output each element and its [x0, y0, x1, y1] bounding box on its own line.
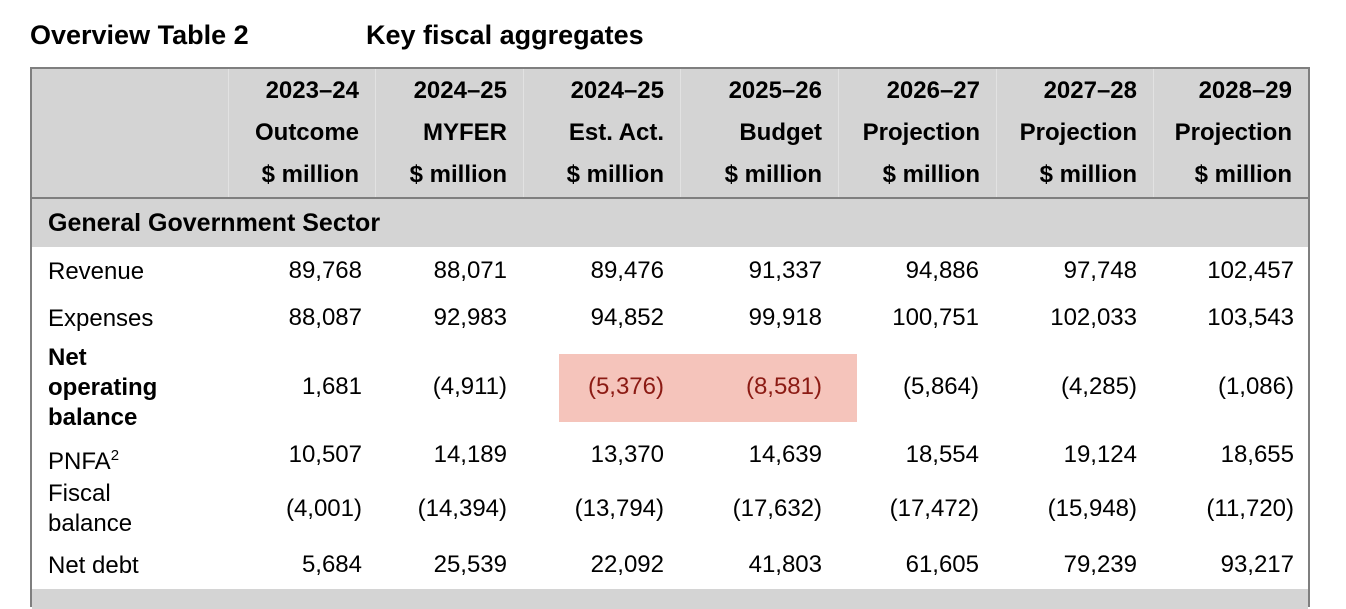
- row-label-line: operating: [48, 374, 158, 401]
- table-number: Overview Table 2: [30, 20, 249, 50]
- cell: (4,911): [432, 373, 507, 400]
- header-type: Projection: [862, 119, 980, 146]
- header-year: 2023–24: [265, 77, 359, 104]
- table-row-revenue: Revenue 89,768 88,071 89,476 91,337 94,8…: [32, 255, 1308, 289]
- table-caption: Key fiscal aggregates: [366, 20, 644, 50]
- row-label: Expenses: [48, 305, 154, 332]
- cell: 79,239: [1063, 551, 1137, 578]
- header-unit: $ million: [409, 161, 507, 188]
- cell: (15,948): [1047, 495, 1137, 522]
- header-year: 2028–29: [1198, 77, 1292, 104]
- table-row-fiscal-balance: Fiscal balance (4,001) (14,394) (13,794)…: [32, 479, 1308, 543]
- fiscal-aggregates-table: 2023–24 Outcome $ million 2024–25 MYFER …: [30, 67, 1310, 609]
- row-label: Net debt: [48, 552, 139, 579]
- cell: 91,337: [748, 257, 822, 284]
- cell: 14,639: [748, 441, 822, 468]
- cell: 89,476: [590, 257, 664, 284]
- row-label: PNFA2: [48, 447, 120, 475]
- header-type: Est. Act.: [568, 119, 664, 146]
- table-row-net-debt: Net debt 5,684 25,539 22,092 41,803 61,6…: [32, 549, 1308, 583]
- sector-heading: General Government Sector: [32, 199, 1308, 247]
- header-col-4: 2025–26 Budget $ million: [680, 69, 838, 197]
- cell-highlighted: (8,581): [745, 373, 822, 400]
- cell: (17,632): [732, 495, 822, 522]
- cell: 99,918: [748, 304, 822, 331]
- highlight-budget: [717, 354, 857, 422]
- cell: 94,852: [590, 304, 664, 331]
- header-col-2: 2024–25 MYFER $ million: [375, 69, 523, 197]
- cell: (17,472): [889, 495, 979, 522]
- table-row-pnfa: PNFA2 10,507 14,189 13,370 14,639 18,554…: [32, 439, 1308, 475]
- table-row-net-operating-balance: Net operating balance 1,681 (4,911) (5,3…: [32, 343, 1308, 435]
- table-row-expenses: Expenses 88,087 92,983 94,852 99,918 100…: [32, 302, 1308, 336]
- cell: 102,457: [1207, 257, 1294, 284]
- row-label-line: balance: [48, 510, 133, 537]
- header-unit: $ million: [1194, 161, 1292, 188]
- header-unit: $ million: [261, 161, 359, 188]
- row-label-line: Fiscal: [48, 480, 111, 507]
- header-unit: $ million: [882, 161, 980, 188]
- cell: 103,543: [1207, 304, 1294, 331]
- cell: 88,087: [288, 304, 362, 331]
- cell: 61,605: [905, 551, 979, 578]
- cell: 18,554: [905, 441, 979, 468]
- cell: 5,684: [301, 551, 362, 578]
- cell: 89,768: [288, 257, 362, 284]
- header-type: MYFER: [423, 119, 507, 146]
- cell: (11,720): [1206, 495, 1294, 522]
- cell: 41,803: [748, 551, 822, 578]
- header-type: Projection: [1174, 119, 1292, 146]
- cell: 19,124: [1063, 441, 1137, 468]
- cell: 1,681: [301, 373, 362, 400]
- header-type: Projection: [1019, 119, 1137, 146]
- cell: (4,001): [285, 495, 362, 522]
- header-year: 2027–28: [1043, 77, 1137, 104]
- row-label-line: Net: [48, 344, 87, 371]
- row-label: Revenue: [48, 258, 145, 285]
- header-col-6: 2027–28 Projection $ million: [996, 69, 1153, 197]
- header-year: 2024–25: [413, 77, 507, 104]
- header-unit: $ million: [724, 161, 822, 188]
- footnote-marker: 2: [110, 447, 120, 464]
- cell: 100,751: [892, 304, 979, 331]
- header-unit: $ million: [566, 161, 664, 188]
- cell: 97,748: [1063, 257, 1137, 284]
- header-year: 2026–27: [886, 77, 980, 104]
- cell: 14,189: [433, 441, 507, 468]
- cell: 18,655: [1220, 441, 1294, 468]
- header-col-3: 2024–25 Est. Act. $ million: [523, 69, 680, 197]
- cell: (13,794): [574, 495, 664, 522]
- header-type: Outcome: [254, 119, 359, 146]
- next-section-band: [32, 589, 1308, 609]
- header-year: 2024–25: [570, 77, 664, 104]
- header-col-1: 2023–24 Outcome $ million: [228, 69, 375, 197]
- cell: 94,886: [905, 257, 979, 284]
- cell: 93,217: [1220, 551, 1294, 578]
- row-label-line: balance: [48, 404, 138, 431]
- cell: (4,285): [1060, 373, 1137, 400]
- cell: 88,071: [433, 257, 507, 284]
- sector-label: General Government Sector: [48, 209, 381, 237]
- cell: 92,983: [433, 304, 507, 331]
- header-col-7: 2028–29 Projection $ million: [1153, 69, 1308, 197]
- cell: 102,033: [1050, 304, 1137, 331]
- header-col-5: 2026–27 Projection $ million: [838, 69, 996, 197]
- cell: 25,539: [433, 551, 507, 578]
- cell: (14,394): [417, 495, 507, 522]
- header-type: Budget: [739, 119, 822, 146]
- table-header: 2023–24 Outcome $ million 2024–25 MYFER …: [32, 69, 1308, 199]
- cell-highlighted: (5,376): [587, 373, 664, 400]
- highlight-est-act: [559, 354, 717, 422]
- cell: 13,370: [590, 441, 664, 468]
- cell: (1,086): [1217, 373, 1294, 400]
- header-year: 2025–26: [728, 77, 822, 104]
- header-unit: $ million: [1039, 161, 1137, 188]
- cell: (5,864): [902, 373, 979, 400]
- cell: 10,507: [288, 441, 362, 468]
- cell: 22,092: [590, 551, 664, 578]
